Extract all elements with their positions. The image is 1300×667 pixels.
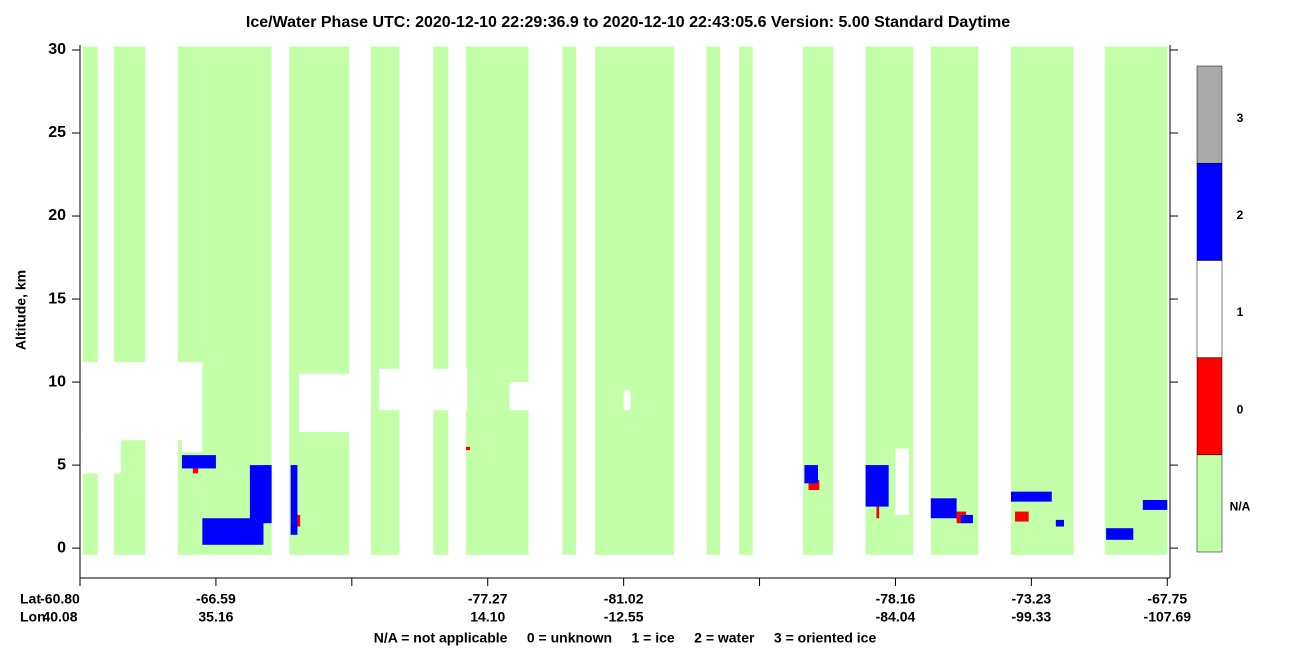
footnote: N/A = not applicable 0 = unknown 1 = ice… <box>374 630 877 646</box>
phase-region <box>706 46 721 555</box>
y-tick-label: 25 <box>48 124 66 141</box>
y-tick-label: 0 <box>57 539 66 556</box>
phase-region <box>1106 528 1134 540</box>
phase-region <box>895 448 910 515</box>
phase-region <box>379 368 468 411</box>
phase-region <box>1010 46 1074 555</box>
phase-region <box>113 46 146 555</box>
colorbar-label: N/A <box>1230 500 1251 514</box>
phase-region <box>289 46 350 555</box>
y-axis-label: Altitude, km <box>13 270 29 350</box>
lon-tick-label: -12.55 <box>604 609 644 625</box>
phase-region <box>82 46 98 555</box>
phase-region <box>595 46 674 555</box>
phase-region <box>249 465 272 524</box>
phase-region <box>804 465 818 484</box>
phase-region <box>82 362 203 441</box>
lon-tick-label: 40.08 <box>42 609 77 625</box>
lon-tick-label: -99.33 <box>1012 609 1052 625</box>
chart-title: Ice/Water Phase UTC: 2020-12-10 22:29:36… <box>246 14 1010 31</box>
colorbar-swatch <box>1196 454 1223 553</box>
colorbar-swatch <box>1196 65 1223 164</box>
lat-tick-label: -78.16 <box>876 591 916 607</box>
colorbar-swatch <box>1196 260 1223 358</box>
colorbar-label: 0 <box>1237 402 1244 416</box>
colorbar-swatch <box>1196 357 1223 456</box>
phase-region <box>865 465 889 507</box>
lon-tick-label: -107.69 <box>1144 609 1192 625</box>
lat-tick-label: -60.80 <box>40 591 80 607</box>
phase-region <box>181 455 216 469</box>
lat-label: Lat <box>20 591 41 607</box>
phase-region <box>876 506 880 519</box>
y-tick-label: 30 <box>48 41 66 58</box>
lat-tick-label: -73.23 <box>1012 591 1052 607</box>
colorbar-label: 2 <box>1237 208 1244 222</box>
colorbar-label: 3 <box>1237 111 1244 125</box>
lon-tick-label: -84.04 <box>876 609 916 625</box>
phase-region <box>623 390 631 411</box>
y-tick-label: 15 <box>48 290 66 307</box>
phase-region <box>370 46 400 555</box>
lat-tick-label: -66.59 <box>196 591 236 607</box>
colorbar-swatch <box>1196 162 1223 261</box>
phase-region <box>181 431 203 452</box>
phase-region <box>1142 499 1168 510</box>
phase-region <box>509 382 536 411</box>
phase-region <box>562 46 577 555</box>
phase-region <box>82 431 121 474</box>
lon-label: Lon <box>20 609 46 625</box>
colorbar-label: 1 <box>1237 305 1244 319</box>
phase-region <box>1055 519 1064 527</box>
phase-region <box>298 373 371 432</box>
lat-tick-label: -67.75 <box>1147 591 1187 607</box>
phase-region <box>465 446 471 451</box>
phase-region <box>930 46 979 555</box>
lon-tick-label: 14.10 <box>470 609 505 625</box>
phase-region <box>808 480 820 490</box>
phase-region <box>433 46 449 555</box>
y-tick-label: 5 <box>57 456 66 473</box>
phase-region <box>930 498 957 519</box>
lon-tick-label: 35.16 <box>198 609 233 625</box>
phase-region <box>465 46 529 555</box>
phase-region <box>739 46 753 555</box>
lat-tick-label: -81.02 <box>604 591 644 607</box>
y-tick-label: 10 <box>48 373 66 390</box>
y-tick-label: 20 <box>48 207 66 224</box>
phase-region <box>290 465 298 535</box>
phase-region <box>1015 511 1029 522</box>
phase-region <box>1104 46 1168 555</box>
lat-tick-label: -77.27 <box>468 591 508 607</box>
phase-region <box>1010 491 1052 502</box>
phase-region <box>960 514 973 524</box>
